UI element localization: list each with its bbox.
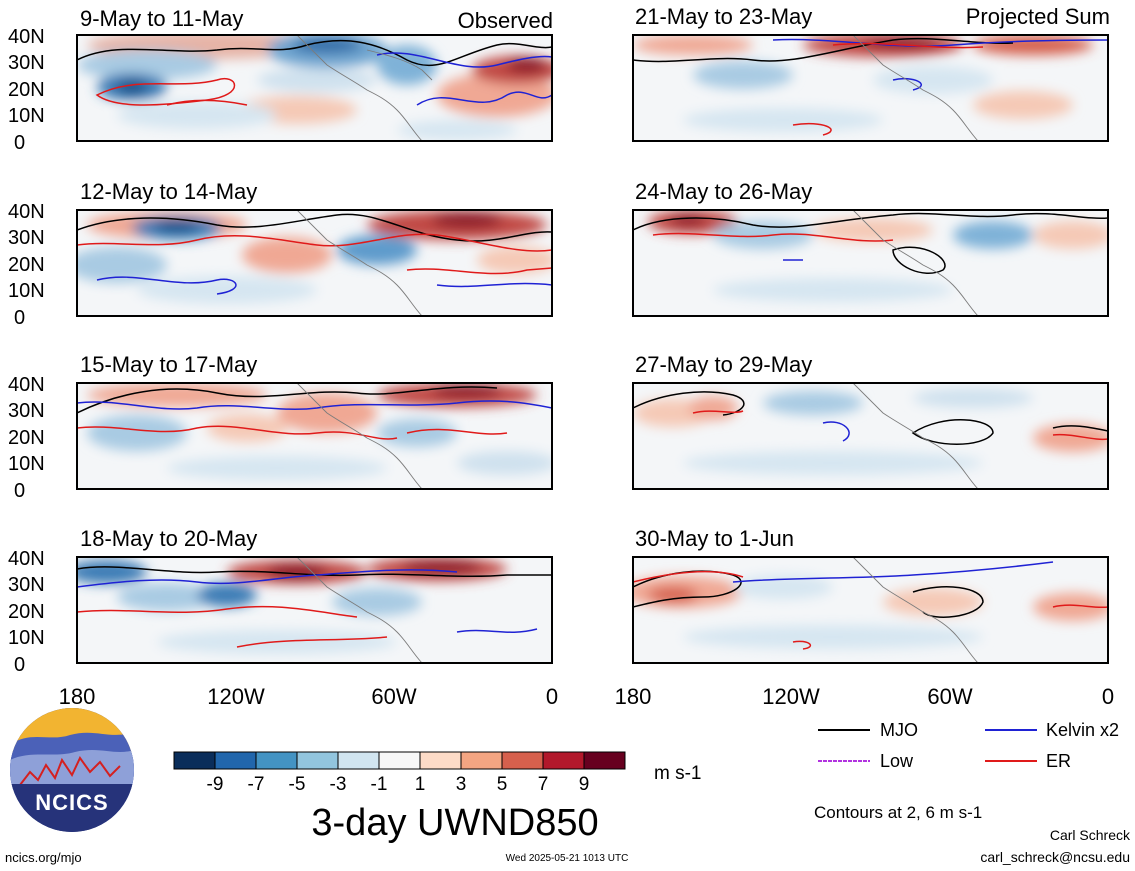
- low-legend-label: Low: [880, 751, 914, 771]
- colorbar-swatch: [419, 751, 462, 770]
- colorbar-swatch: [214, 751, 257, 770]
- lat-label: 0: [14, 480, 25, 502]
- author-name: Carl Schreck: [1050, 827, 1131, 843]
- lat-label: 30N: [8, 227, 45, 249]
- colorbar-tick-label: 5: [497, 774, 508, 795]
- lat-label: 0: [14, 307, 25, 329]
- map-panel-18-may-to-20-may: [76, 556, 553, 664]
- lat-label: 10N: [8, 453, 45, 475]
- author-email: carl_schreck@ncsu.edu: [980, 849, 1130, 865]
- lon-label: 0: [1102, 684, 1114, 709]
- colorbar-tick-label: 7: [538, 774, 549, 795]
- colorbar-swatch: [296, 751, 339, 770]
- lon-label: 180: [59, 684, 96, 709]
- colorbar-units: m s-1: [654, 763, 702, 784]
- lon-label: 180: [615, 684, 652, 709]
- colorbar-tick-label: -5: [289, 774, 306, 795]
- panel-title: 18-May to 20-May: [80, 526, 257, 551]
- map-panel-9-may-to-11-may: [76, 34, 553, 142]
- colorbar-tick-label: -3: [330, 774, 347, 795]
- map-panel-30-may-to-1-jun: [632, 556, 1109, 664]
- lon-label: 60W: [927, 684, 972, 709]
- logo-text: NCICS: [35, 790, 108, 815]
- er-legend-label: ER: [1046, 751, 1071, 771]
- footer-timestamp: Wed 2025-05-21 1013 UTC: [506, 853, 629, 864]
- colorbar-swatch: [501, 751, 544, 770]
- panel-title: 24-May to 26-May: [635, 179, 812, 204]
- footer-url: ncics.org/mjo: [5, 850, 82, 865]
- lat-label: 10N: [8, 627, 45, 649]
- map-panel-24-may-to-26-may: [632, 209, 1109, 317]
- lat-label: 40N: [8, 548, 45, 570]
- colorbar: -9 -7 -5 -3 -1 1 3 5 7 9: [173, 751, 626, 795]
- colorbar-swatch: [255, 751, 298, 770]
- map-panel-12-may-to-14-may: [76, 209, 553, 317]
- colorbar-swatch: [337, 751, 380, 770]
- colorbar-tick-label: 9: [579, 774, 590, 795]
- colorbar-swatch: [583, 751, 626, 770]
- lat-label: 40N: [8, 201, 45, 223]
- colorbar-swatch: [542, 751, 585, 770]
- panel-title: 30-May to 1-Jun: [635, 526, 794, 551]
- panel-title: 21-May to 23-May: [635, 4, 812, 29]
- lon-labels-left: 180 120W 60W 0: [59, 684, 558, 709]
- contour-legend: MJO Kelvin x2 Low ER Contours at 2, 6 m …: [814, 720, 1119, 822]
- colorbar-swatch: [460, 751, 503, 770]
- contour-note: Contours at 2, 6 m s-1: [814, 803, 982, 822]
- colorbar-tick-label: 1: [415, 774, 426, 795]
- lon-label: 60W: [371, 684, 416, 709]
- lat-label: 0: [14, 132, 25, 154]
- lat-label: 30N: [8, 574, 45, 596]
- lat-label: 10N: [8, 280, 45, 302]
- lat-labels-row-2: 40N 30N 20N 10N 0: [8, 201, 45, 329]
- map-panel-27-may-to-29-may: [632, 382, 1109, 490]
- lat-label: 40N: [8, 374, 45, 396]
- colorbar-tick-label: -7: [248, 774, 265, 795]
- lat-label: 0: [14, 654, 25, 676]
- panel-title: 12-May to 14-May: [80, 179, 257, 204]
- lat-labels-row-1: 40N 30N 20N 10N 0: [8, 26, 45, 154]
- lon-label: 120W: [207, 684, 265, 709]
- colorbar-swatch: [173, 751, 216, 770]
- lat-label: 20N: [8, 427, 45, 449]
- map-panel-21-may-to-23-may: [632, 34, 1109, 142]
- map-panel-15-may-to-17-may: [76, 382, 553, 490]
- lat-label: 40N: [8, 26, 45, 48]
- lat-label: 20N: [8, 601, 45, 623]
- observed-label: Observed: [458, 8, 553, 33]
- lon-label: 0: [546, 684, 558, 709]
- colorbar-tick-label: -1: [371, 774, 388, 795]
- lat-labels-row-4: 40N 30N 20N 10N 0: [8, 548, 45, 676]
- colorbar-swatch: [378, 751, 421, 770]
- lon-labels-right: 180 120W 60W 0: [615, 684, 1114, 709]
- lat-label: 30N: [8, 400, 45, 422]
- colorbar-tick-label: 3: [456, 774, 467, 795]
- lat-labels-row-3: 40N 30N 20N 10N 0: [8, 374, 45, 502]
- colorbar-tick-label: -9: [207, 774, 224, 795]
- lat-label: 10N: [8, 105, 45, 127]
- panel-title: 15-May to 17-May: [80, 352, 257, 377]
- kelvin-legend-label: Kelvin x2: [1046, 720, 1119, 740]
- lon-label: 120W: [762, 684, 820, 709]
- mjo-legend-label: MJO: [880, 720, 918, 740]
- projected-sum-label: Projected Sum: [966, 4, 1110, 29]
- lat-label: 20N: [8, 254, 45, 276]
- field-title: 3-day UWND850: [311, 802, 598, 844]
- panel-title: 9-May to 11-May: [80, 6, 243, 31]
- ncics-logo: NCICS: [10, 708, 134, 832]
- panel-title: 27-May to 29-May: [635, 352, 812, 377]
- lat-label: 30N: [8, 52, 45, 74]
- lat-label: 20N: [8, 79, 45, 101]
